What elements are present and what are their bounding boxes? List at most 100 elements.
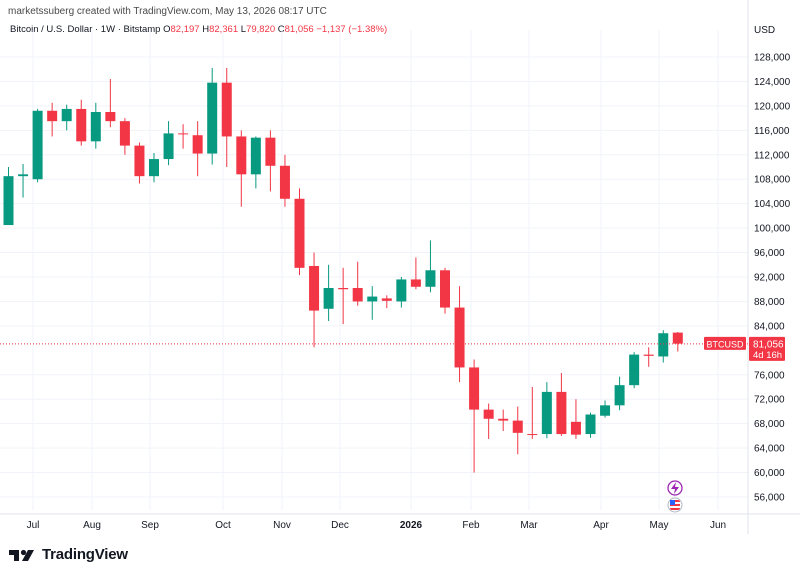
candle-body [279,165,290,199]
candle-body [483,409,494,419]
price-tick-label: 88,000 [754,297,785,308]
close-value: 81,056 [284,24,314,35]
price-axis: USD 128,000 124,000 120,000 116,000 112,000 10… [747,0,791,534]
candle [425,240,436,293]
lightning-flash-icon [667,480,683,496]
candle [527,387,538,439]
candle-body [250,137,261,175]
candle [119,118,130,155]
candle [469,359,480,473]
price-tick-label: 96,000 [754,248,785,259]
time-tick-label: Aug [83,520,101,531]
candle [381,295,392,309]
event-icons [667,480,683,513]
candle [294,188,305,276]
candle [149,152,159,183]
time-tick-label: May [650,520,669,531]
candle [76,99,87,146]
candle-body [134,145,145,177]
candle-body [425,270,436,287]
price-tick-label: 60,000 [754,468,785,479]
time-tick-label: Nov [273,520,291,531]
price-tag-bg [749,336,785,361]
candle [643,347,654,367]
candle [440,267,450,314]
candle-body [629,354,640,386]
candle-body [221,82,232,137]
price-tag-value: 81,056 [753,339,784,350]
price-tick-label: 116,000 [754,126,790,137]
candle-body [192,135,203,154]
price-tick-label: 84,000 [754,321,785,332]
candle-body [410,279,421,287]
price-tick-label: 76,000 [754,370,785,381]
candle-body [32,110,43,180]
price-tick-label: 92,000 [754,273,785,284]
candle [614,376,625,411]
candle-body [643,354,654,356]
price-tick-label: 72,000 [754,395,785,406]
candle-body [338,288,349,290]
time-tick-label: Apr [593,520,609,531]
price-tick-label: 104,000 [754,199,791,210]
time-tick-label: Jun [710,520,726,531]
candle [221,68,232,167]
currency-label: USD [754,25,775,36]
price-tick-label: 112,000 [754,150,790,161]
candle [658,330,669,363]
candle [105,79,116,128]
candle-body [498,418,509,421]
time-tick-label: Oct [215,520,231,531]
candle-body [512,420,523,433]
candle-body [585,414,596,435]
time-axis: Jul Aug Sep Oct Nov Dec 2026 Feb Mar Apr May Jun [0,513,800,531]
candle-body [469,367,480,410]
candle [498,409,509,431]
high-label: H [202,24,210,35]
candle [265,130,276,192]
price-tick-label: 124,000 [754,77,791,88]
us-flag-icon [667,497,683,513]
candle-body [18,174,29,177]
tradingview-logo[interactable]: TradingView [8,546,128,563]
time-tick-label: Dec [331,520,349,531]
open-label: O [163,24,171,35]
high-value: 82,361 [209,24,239,35]
candle-body [541,391,552,435]
candle [90,102,101,149]
flag-canton [670,500,675,505]
candle [18,163,29,198]
candle [454,286,465,383]
tradingview-logo-text: TradingView [42,546,128,563]
candle [541,382,552,439]
price-tick-label: 100,000 [754,224,791,235]
grid-lines [0,30,748,510]
candle-body [105,112,116,122]
low-value: 79,820 [246,24,276,35]
candle [207,68,218,165]
tradingview-logo-icon [9,549,34,561]
candle-body [163,133,174,160]
candle [250,136,261,189]
candle-body [76,108,87,142]
candle-body [381,298,392,301]
price-tag-countdown: 4d 16h [753,350,782,361]
candle-body [367,296,378,302]
candle-body [149,159,159,177]
candle-body [207,82,218,154]
candle-body [47,110,58,122]
candle-body [556,391,567,435]
candle-body [309,266,320,311]
open-value: 82,197 [170,24,200,35]
candle [3,167,14,226]
lightning-icon-bolt [671,482,679,494]
candle [629,352,640,389]
time-tick-label: Mar [520,520,538,531]
candle-body [178,133,189,135]
candle-body [119,121,130,146]
candle [32,108,43,183]
symbol-name[interactable]: Bitcoin / U.S. Dollar · 1W · Bitstamp [10,24,161,35]
candle [323,264,334,321]
